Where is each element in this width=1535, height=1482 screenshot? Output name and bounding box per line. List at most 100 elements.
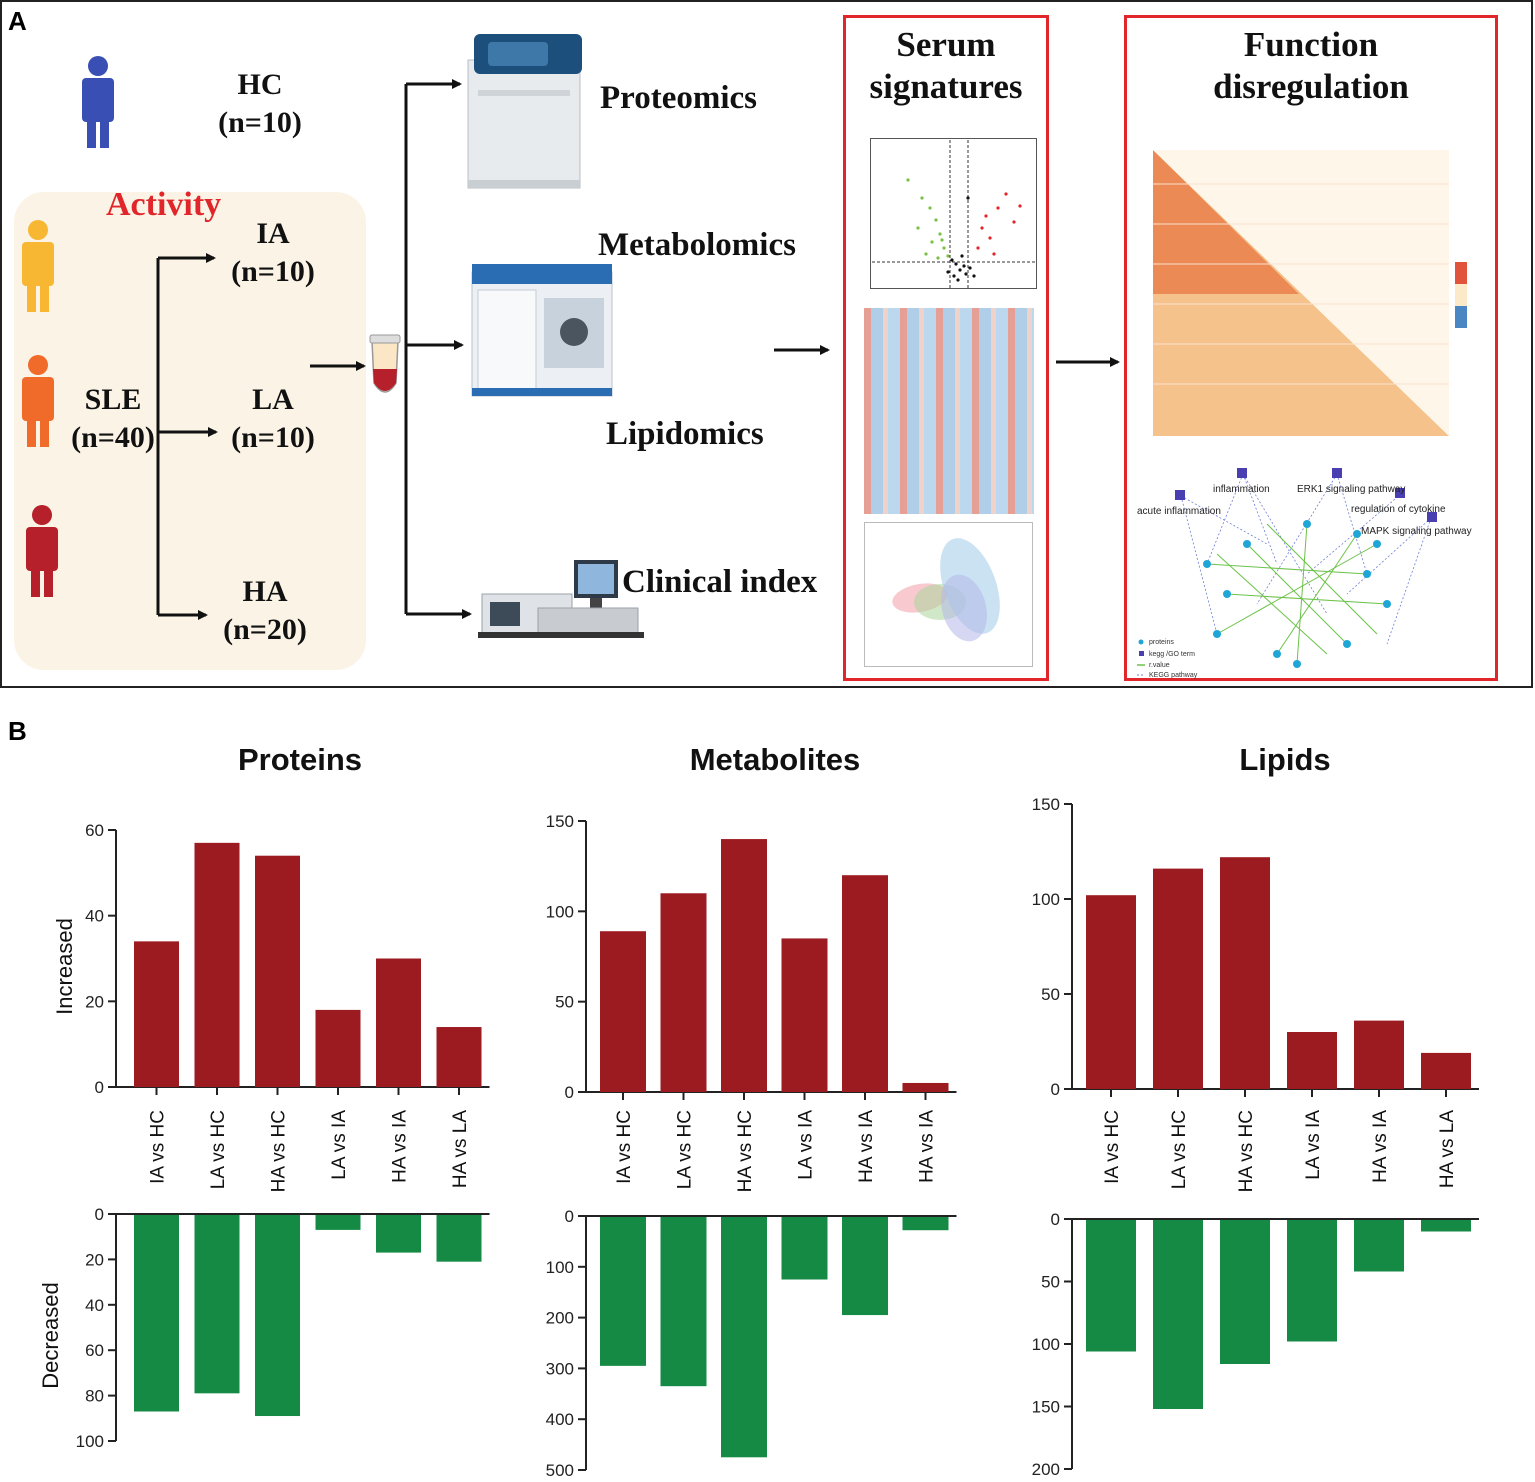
- increased-bar: [1354, 1020, 1404, 1089]
- decreased-bar: [1287, 1220, 1337, 1342]
- y-tick-label: 100: [76, 1432, 104, 1451]
- ia-group-label: IA (n=10): [218, 215, 328, 290]
- decreased-bar: [902, 1217, 949, 1231]
- y-tick-label: 50: [1041, 985, 1060, 1004]
- increased-bar: [134, 941, 179, 1087]
- volcano-plot-thumbnail: [870, 138, 1037, 289]
- chart-title: Metabolites: [690, 742, 861, 777]
- y-axis-title-decreased: Decreased: [38, 1282, 63, 1388]
- y-tick-label: 150: [1032, 1398, 1060, 1417]
- sle-branch-arrows: [156, 253, 218, 620]
- y-tick-label: 100: [1032, 1335, 1060, 1354]
- la-group-label: LA (n=10): [218, 381, 328, 456]
- category-label: HA vs LA: [450, 1110, 471, 1188]
- hc-name: HC: [237, 68, 283, 101]
- y-tick-label: 20: [85, 1250, 104, 1269]
- category-label: HA vs HC: [1236, 1110, 1257, 1192]
- y-tick-label: 0: [95, 1078, 104, 1097]
- network-legend-label: r.value: [1149, 662, 1170, 669]
- y-tick-label: 400: [546, 1410, 574, 1429]
- correlation-matrix-thumbnail: [1153, 150, 1467, 436]
- decreased-bar: [255, 1215, 300, 1417]
- y-tick-label: 0: [95, 1205, 104, 1224]
- increased-bar: [781, 938, 828, 1092]
- y-tick-label: 200: [1032, 1460, 1060, 1479]
- decreased-bar: [376, 1215, 421, 1253]
- category-label: LA vs IA: [329, 1110, 350, 1180]
- ha-group-label: HA (n=20): [210, 573, 320, 648]
- category-label: HA vs IA: [917, 1110, 938, 1183]
- panel-a-graphics: [22, 34, 1120, 638]
- serum-frame-title: Serum signatures: [846, 24, 1046, 108]
- category-label: IA vs HC: [614, 1110, 635, 1184]
- y-tick-label: 500: [546, 1461, 574, 1480]
- increased-bar: [376, 958, 421, 1087]
- y-tick-label: 0: [565, 1207, 574, 1226]
- increased-bar: [660, 893, 707, 1092]
- activity-title: Activity: [106, 186, 222, 223]
- increased-bar: [1287, 1032, 1337, 1089]
- sle-name: SLE: [84, 383, 142, 416]
- function-frame-title: Function disregulation: [1127, 24, 1495, 108]
- pca-plot-thumbnail: [864, 522, 1033, 667]
- decreased-bar: [194, 1215, 240, 1394]
- y-axis-title-increased: Increased: [52, 918, 77, 1015]
- y-tick-label: 80: [85, 1387, 104, 1406]
- y-tick-label: 150: [1032, 795, 1060, 814]
- category-label: HA vs HC: [735, 1110, 756, 1192]
- clinical-analyzer-icon: [478, 560, 644, 638]
- metabolites-chart: Metabolites 0 50 100 150 0 100 200 300 400 500 IA v…: [546, 742, 957, 1480]
- proteins-chart: Proteins 0 20 40 60 0 20 40 60 80 100 IA vs HC LA vs…: [38, 742, 490, 1451]
- y-tick-label: 60: [85, 821, 104, 840]
- increased-bar: [1421, 1052, 1471, 1089]
- y-tick-label: 50: [555, 993, 574, 1012]
- y-tick-label: 100: [546, 902, 574, 921]
- increased-bar: [902, 1082, 949, 1092]
- category-label: LA vs IA: [796, 1110, 817, 1180]
- y-tick-label: 40: [85, 1296, 104, 1315]
- function-title-line1: Function: [1243, 25, 1379, 64]
- hc-count: (n=10): [218, 105, 302, 139]
- decreased-bar: [436, 1215, 482, 1262]
- y-tick-label: 200: [546, 1309, 574, 1328]
- decreased-bar: [315, 1215, 361, 1230]
- sle-count: (n=40): [71, 420, 155, 454]
- category-label: LA vs HC: [208, 1110, 229, 1189]
- increased-bar: [1153, 868, 1203, 1089]
- increased-bar: [436, 1027, 482, 1087]
- function-disregulation-frame: Function disregulation: [1124, 15, 1498, 681]
- decreased-bar: [1354, 1220, 1404, 1272]
- sample-tube-icon: [369, 334, 401, 393]
- person-ia-icon: [22, 220, 54, 312]
- serum-signatures-frame: Serum signatures: [843, 15, 1049, 681]
- y-tick-label: 0: [1051, 1080, 1060, 1099]
- y-tick-label: 100: [546, 1258, 574, 1277]
- panel-b-label: B: [8, 716, 27, 746]
- network-term-label: regulation of cytokine: [1351, 504, 1446, 515]
- person-hc-icon: [82, 56, 114, 148]
- category-label: LA vs HC: [675, 1110, 696, 1189]
- network-term-label: acute inflammation: [1137, 506, 1221, 517]
- lipidomics-label: Lipidomics: [606, 416, 764, 452]
- ha-count: (n=20): [223, 612, 307, 646]
- person-ha-icon: [26, 505, 58, 597]
- proteomics-label: Proteomics: [600, 80, 757, 116]
- increased-bar: [721, 839, 767, 1092]
- y-tick-label: 150: [546, 812, 574, 831]
- lipids-chart: Lipids 0 50 100 150 0 50 100 150 200 IA vs HC LA vs…: [1032, 742, 1479, 1479]
- category-label: HA vs HC: [269, 1110, 290, 1192]
- heatmap-thumbnail: [864, 308, 1034, 514]
- decreased-bar: [1220, 1220, 1270, 1364]
- network-legend-label: KEGG pathway: [1149, 672, 1198, 679]
- y-tick-label: 0: [1051, 1210, 1060, 1229]
- ia-name: IA: [256, 217, 290, 250]
- increased-bar: [255, 855, 300, 1087]
- decreased-bar: [1086, 1220, 1136, 1352]
- methods-branch-arrows: [404, 79, 472, 619]
- decreased-bar: [721, 1217, 767, 1458]
- decreased-bar: [660, 1217, 707, 1387]
- category-label: LA vs HC: [1169, 1110, 1190, 1189]
- increased-bar: [1220, 857, 1270, 1089]
- clinical-index-label: Clinical index: [622, 564, 818, 600]
- mass-spectrometer-icon: [467, 34, 582, 189]
